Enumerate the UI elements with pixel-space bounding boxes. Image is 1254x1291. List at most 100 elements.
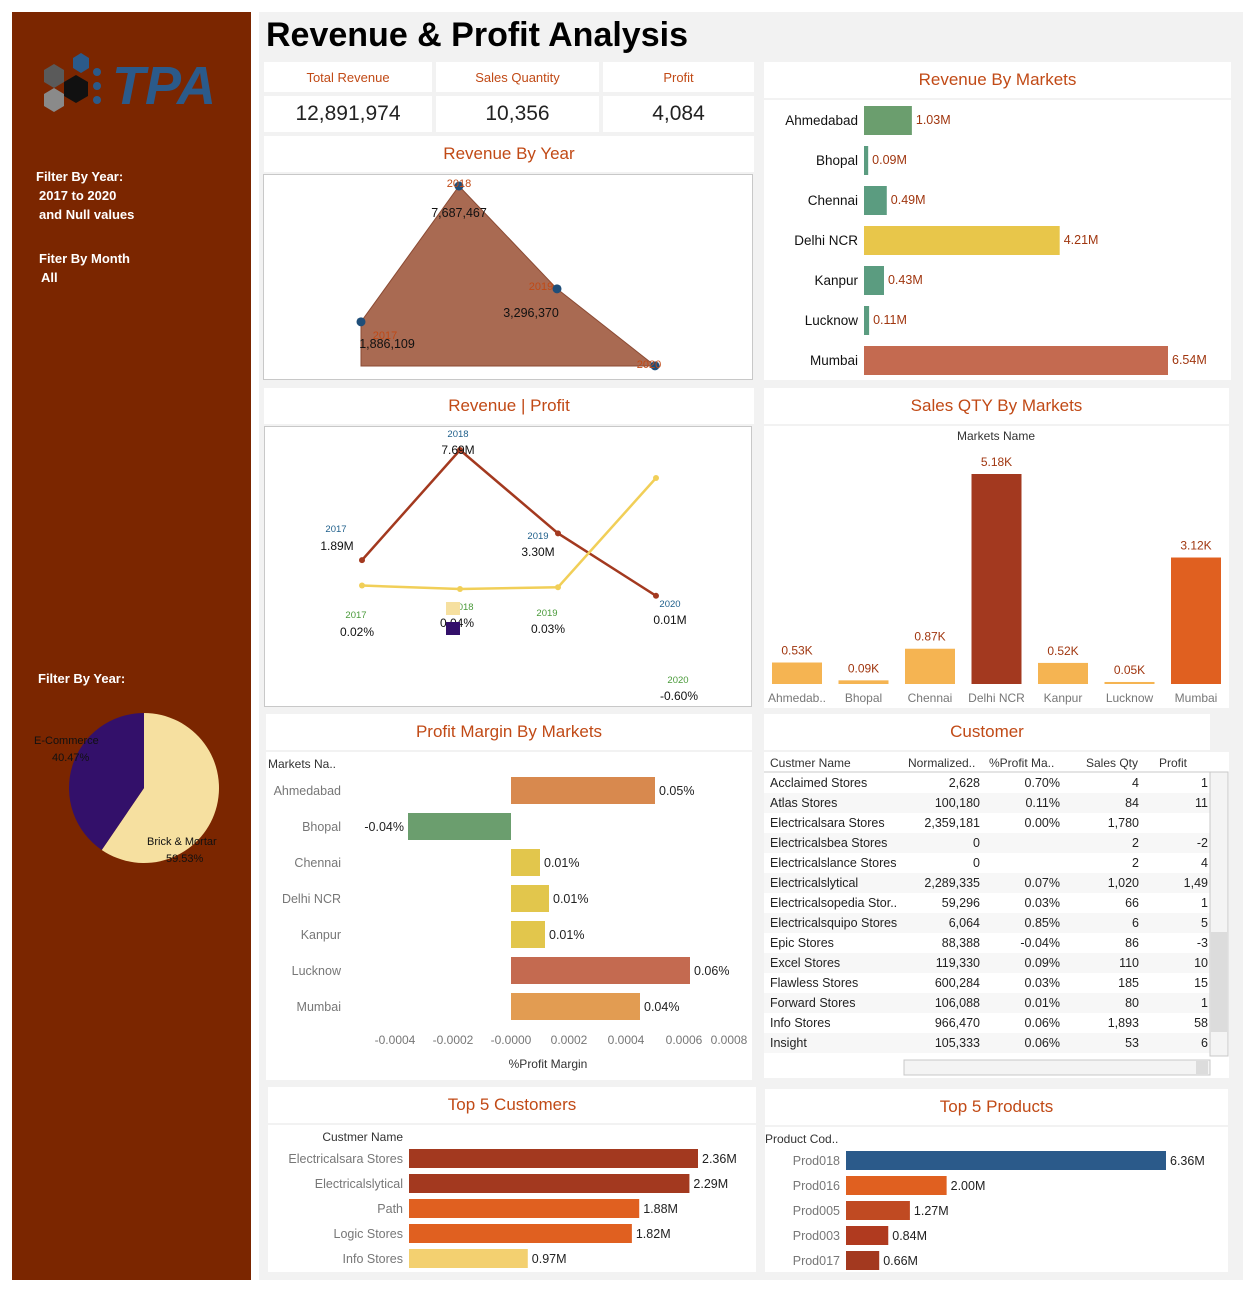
profit-point[interactable] <box>653 475 659 481</box>
table-cell: 0.85% <box>1025 916 1060 930</box>
top5-customer-bar[interactable] <box>409 1249 528 1268</box>
profit-margin-bar[interactable] <box>511 957 690 984</box>
table-column-header[interactable]: Sales Qty <box>1086 756 1138 770</box>
table-row[interactable]: Flawless Stores 600,284 0.03% 185 15 <box>770 976 1208 990</box>
sales-qty-bar[interactable] <box>1104 681 1155 684</box>
revenue-market-bar[interactable] <box>864 306 870 335</box>
table-column-header[interactable]: Normalized.. <box>908 756 975 770</box>
table-column-header[interactable]: Profit <box>1159 756 1188 770</box>
table-row[interactable]: Epic Stores 88,388 -0.04% 86 -3 <box>770 936 1208 950</box>
table-cell: 80 <box>1125 996 1139 1010</box>
table-cell: 0.70% <box>1025 776 1060 790</box>
profit-margin-bar[interactable] <box>511 849 540 876</box>
table-row[interactable]: Insight 105,333 0.06% 53 6 <box>764 1033 1210 1053</box>
profit-margin-bar[interactable] <box>408 813 511 840</box>
revenue-year-point[interactable] <box>650 361 660 371</box>
table-row[interactable]: Electricalsopedia Stor.. 59,296 0.03% 66 1 <box>770 896 1208 910</box>
table-horizontal-scroll-thumb[interactable] <box>1196 1061 1208 1074</box>
top5-product-bar[interactable] <box>846 1201 910 1220</box>
table-column-header[interactable]: Custmer Name <box>770 756 851 770</box>
profit-margin-bar[interactable] <box>511 993 640 1020</box>
top5-product-bar[interactable] <box>846 1251 880 1270</box>
top5-product-bar[interactable] <box>846 1176 947 1195</box>
table-row[interactable]: Electricalslance Stores 0 2 4 <box>770 856 1208 870</box>
tpa-logo: TPA <box>44 53 216 112</box>
top5-product-bar[interactable] <box>846 1226 889 1245</box>
table-row[interactable]: Electricalslytical 2,289,335 0.07% 1,020 1,4… <box>764 873 1210 893</box>
sales-qty-chart[interactable]: Markets Name 0.53K Ahmedab.. 0.09K Bhopal 0.8… <box>764 426 1229 708</box>
revenue-market-bar[interactable] <box>864 146 869 175</box>
revenue-point[interactable] <box>555 530 561 537</box>
table-row[interactable]: Electricalsara Stores 2,359,181 0.00% 1,780 <box>770 816 1139 830</box>
revenue-year-point[interactable] <box>454 181 464 191</box>
table-cell: Excel Stores <box>770 956 840 970</box>
table-row[interactable]: Forward Stores 106,088 0.01% 80 1 <box>764 993 1210 1013</box>
revenue-market-bar[interactable] <box>864 226 1060 255</box>
table-row[interactable]: Atlas Stores 100,180 0.11% 84 11 <box>764 793 1210 813</box>
sales-qty-value: 0.53K <box>781 644 812 658</box>
table-cell: Flawless Stores <box>770 976 858 990</box>
sales-qty-bar[interactable] <box>905 648 955 684</box>
table-horizontal-scrollbar[interactable] <box>903 1059 1211 1076</box>
table-column-header[interactable]: %Profit Ma.. <box>989 756 1054 770</box>
revenue-market-bar[interactable] <box>864 266 884 295</box>
kpi-sales-quantity-box: 10,356 <box>436 96 599 132</box>
customer-header: Customer <box>764 714 1210 750</box>
table-cell: Insight <box>770 1036 807 1050</box>
top5-customer-bar[interactable] <box>409 1199 640 1218</box>
top5-customers-chart[interactable]: Custmer Name Electricalsara Stores 2.36M El… <box>268 1125 756 1272</box>
profit-margin-bar[interactable] <box>511 777 655 804</box>
profit-point[interactable] <box>555 584 561 591</box>
profit-point[interactable] <box>457 586 463 592</box>
profit-margin-category: Bhopal <box>302 820 341 834</box>
table-row[interactable]: Info Stores 966,470 0.06% 1,893 58 <box>770 1016 1208 1030</box>
revenue-market-bar[interactable] <box>864 346 1168 375</box>
sales-qty-bar[interactable] <box>772 662 822 684</box>
profit-margin-bar[interactable] <box>511 921 545 948</box>
top5-products-chart[interactable]: Product Cod.. Prod018 6.36M Prod016 2.00M Pro… <box>765 1127 1228 1272</box>
revenue-by-markets-chart[interactable]: Ahmedabad 1.03M Bhopal 0.09M Chennai 0.49M Del… <box>764 100 1231 380</box>
revenue-profit-chart[interactable]: 2017 1.89M 2018 7.69M 2019 3.30M 2020 0.01M 2017… <box>264 426 753 708</box>
sales-channel-pie[interactable]: E-Commerce 40.47% Brick & Mortar 59.53% <box>22 692 247 872</box>
table-cell: 6 <box>1201 1036 1208 1050</box>
table-row[interactable]: Acclaimed Stores 2,628 0.70% 4 1 <box>770 776 1208 790</box>
revenue-market-bar[interactable] <box>864 106 912 135</box>
profit-point[interactable] <box>359 582 365 589</box>
revenue-value-label: 7.69M <box>441 443 474 457</box>
table-cell: 6,064 <box>949 916 980 930</box>
kpi-sales-quantity-label: Sales Quantity <box>475 70 560 85</box>
sales-qty-bar[interactable] <box>838 680 889 684</box>
revenue-year-point[interactable] <box>552 284 562 294</box>
revenue-point[interactable] <box>457 447 463 453</box>
top5-customer-bar[interactable] <box>409 1149 698 1168</box>
table-cell: -2 <box>1197 836 1208 850</box>
table-row[interactable]: Electricalsbea Stores 0 2 -2 <box>764 833 1210 853</box>
year-label: 2020 <box>637 359 661 371</box>
table-row[interactable]: Electricalsquipo Stores 6,064 0.85% 6 5 <box>764 913 1210 933</box>
top5-customer-bar[interactable] <box>409 1224 632 1243</box>
revenue-by-markets-header: Revenue By Markets <box>764 62 1231 98</box>
pie-slice-e-commerce[interactable] <box>68 713 144 850</box>
profit-margin-bar[interactable] <box>511 885 549 912</box>
table-row[interactable]: Excel Stores 119,330 0.09% 110 10 <box>764 953 1210 973</box>
table-cell: 2,289,335 <box>924 876 980 890</box>
revenue-market-bar[interactable] <box>864 186 887 215</box>
filter-year-value-2: and Null values <box>39 207 135 222</box>
sales-qty-bar[interactable] <box>971 474 1022 684</box>
sales-qty-bar[interactable] <box>1038 662 1088 684</box>
profit-margin-chart[interactable]: Markets Na.. Ahmedabad 0.05% Bhopal -0.04% Ch… <box>266 752 752 1080</box>
top5-product-bar[interactable] <box>846 1151 1166 1170</box>
revenue-market-value: 0.43M <box>888 273 923 287</box>
revenue-year-point[interactable] <box>356 317 366 327</box>
revenue-point[interactable] <box>359 557 365 564</box>
table-vertical-scroll-thumb[interactable] <box>1211 932 1227 1032</box>
table-cell: 0.03% <box>1025 896 1060 910</box>
page-title: Revenue & Profit Analysis <box>266 16 688 54</box>
top5-customer-bar[interactable] <box>409 1174 690 1193</box>
sales-qty-category: Chennai <box>908 691 953 705</box>
sales-qty-bar[interactable] <box>1171 557 1221 684</box>
pie-slice-brick-mortar[interactable] <box>101 713 219 863</box>
revenue-point[interactable] <box>653 592 659 599</box>
profit-margin-header: Profit Margin By Markets <box>266 714 752 750</box>
